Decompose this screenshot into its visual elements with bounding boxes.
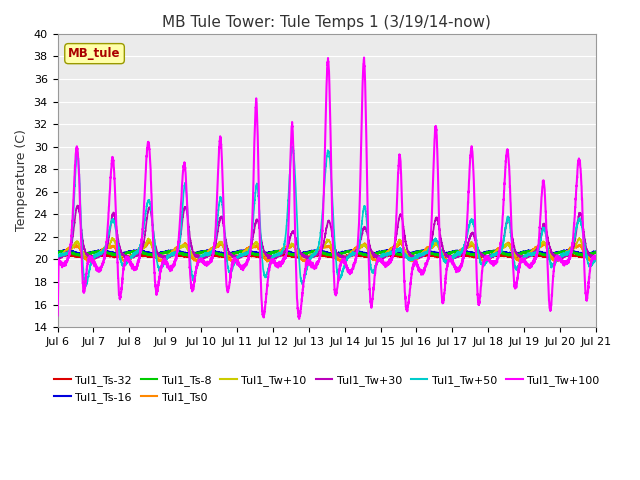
Title: MB Tule Tower: Tule Temps 1 (3/19/14-now): MB Tule Tower: Tule Temps 1 (3/19/14-now… bbox=[163, 15, 491, 30]
Y-axis label: Temperature (C): Temperature (C) bbox=[15, 130, 28, 231]
Text: MB_tule: MB_tule bbox=[68, 47, 121, 60]
Legend: Tul1_Ts-32, Tul1_Ts-16, Tul1_Ts-8, Tul1_Ts0, Tul1_Tw+10, Tul1_Tw+30, Tul1_Tw+50,: Tul1_Ts-32, Tul1_Ts-16, Tul1_Ts-8, Tul1_… bbox=[49, 371, 604, 407]
